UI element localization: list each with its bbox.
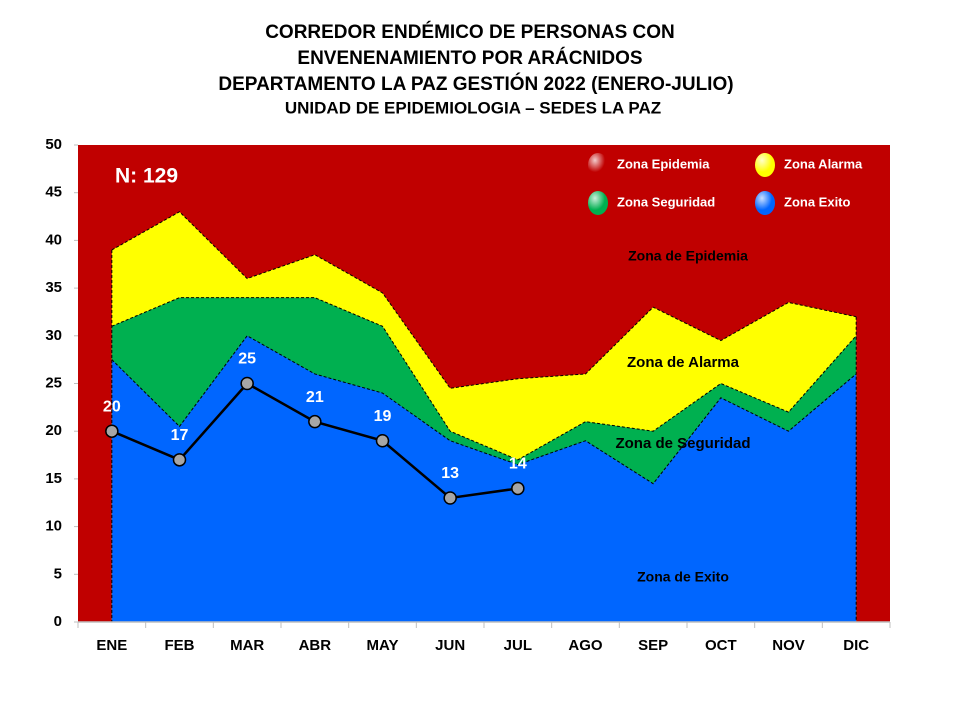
marker bbox=[443, 491, 457, 505]
marker bbox=[105, 424, 119, 438]
marker bbox=[511, 481, 525, 496]
y-tick-label: 30 bbox=[45, 327, 62, 344]
chart-title: DEPARTAMENTO LA PAZ GESTIÓN 2022 (ENERO-… bbox=[218, 73, 733, 95]
x-tick-label: MAR bbox=[230, 637, 264, 654]
x-tick-label: ENE bbox=[96, 637, 127, 654]
x-tick-label: NOV bbox=[772, 637, 805, 654]
legend-label: Zona Seguridad bbox=[617, 194, 715, 209]
legend-label: Zona Alarma bbox=[784, 156, 863, 171]
x-tick-label: JUL bbox=[504, 637, 532, 654]
annotation: Zona de Exito bbox=[637, 569, 729, 585]
x-tick-label: AGO bbox=[568, 637, 603, 654]
data-label: 13 bbox=[441, 465, 459, 482]
y-tick-label: 50 bbox=[45, 136, 62, 153]
data-label: 21 bbox=[306, 389, 324, 406]
y-tick-label: 5 bbox=[54, 565, 62, 582]
marker bbox=[308, 414, 322, 429]
legend-swatch-shine bbox=[755, 153, 775, 177]
y-tick-label: 0 bbox=[54, 613, 62, 630]
annotation: Zona de Alarma bbox=[627, 354, 740, 371]
marker bbox=[375, 433, 390, 448]
area-boundary bbox=[111, 211, 857, 389]
y-tick-label: 40 bbox=[45, 231, 62, 248]
data-label: 25 bbox=[238, 351, 256, 368]
chart-title: CORREDOR ENDÉMICO DE PERSONAS CON bbox=[265, 21, 675, 43]
legend-label: Zona Epidemia bbox=[617, 156, 710, 171]
legend-swatch-shine bbox=[755, 191, 775, 215]
y-tick-label: 10 bbox=[45, 518, 62, 535]
area bbox=[111, 335, 857, 622]
y-tick-label: 35 bbox=[45, 279, 62, 296]
y-tick-label: 20 bbox=[45, 422, 62, 439]
x-tick-label: MAY bbox=[367, 637, 399, 654]
chart-title: ENVENENAMIENTO POR ARÁCNIDOS bbox=[297, 47, 642, 69]
x-tick-label: ABR bbox=[299, 637, 332, 654]
annotation: Zona de Seguridad bbox=[615, 435, 750, 452]
x-tick-label: FEB bbox=[165, 637, 195, 654]
y-tick-label: 25 bbox=[45, 374, 62, 391]
data-label: 17 bbox=[171, 427, 189, 444]
chart-subtitle: UNIDAD DE EPIDEMIOLOGIA – SEDES LA PAZ bbox=[285, 98, 661, 117]
data-label: 20 bbox=[103, 398, 121, 415]
marker bbox=[172, 453, 187, 467]
area-boundary bbox=[111, 297, 857, 461]
y-tick-label: 15 bbox=[45, 470, 62, 487]
legend-swatch-shine bbox=[588, 191, 608, 215]
marker bbox=[240, 376, 254, 391]
data-label: 14 bbox=[509, 456, 527, 473]
annotation: Zona de Epidemia bbox=[628, 248, 748, 264]
data-label: 19 bbox=[374, 408, 392, 425]
legend-swatch-shine bbox=[588, 153, 608, 177]
x-tick-label: JUN bbox=[435, 637, 465, 654]
annotation: N: 129 bbox=[115, 165, 178, 188]
x-tick-label: OCT bbox=[705, 637, 737, 654]
x-tick-label: SEP bbox=[638, 637, 668, 654]
legend-label: Zona Exito bbox=[784, 194, 851, 209]
y-tick-label: 45 bbox=[45, 184, 62, 201]
x-tick-label: DIC bbox=[843, 637, 869, 654]
